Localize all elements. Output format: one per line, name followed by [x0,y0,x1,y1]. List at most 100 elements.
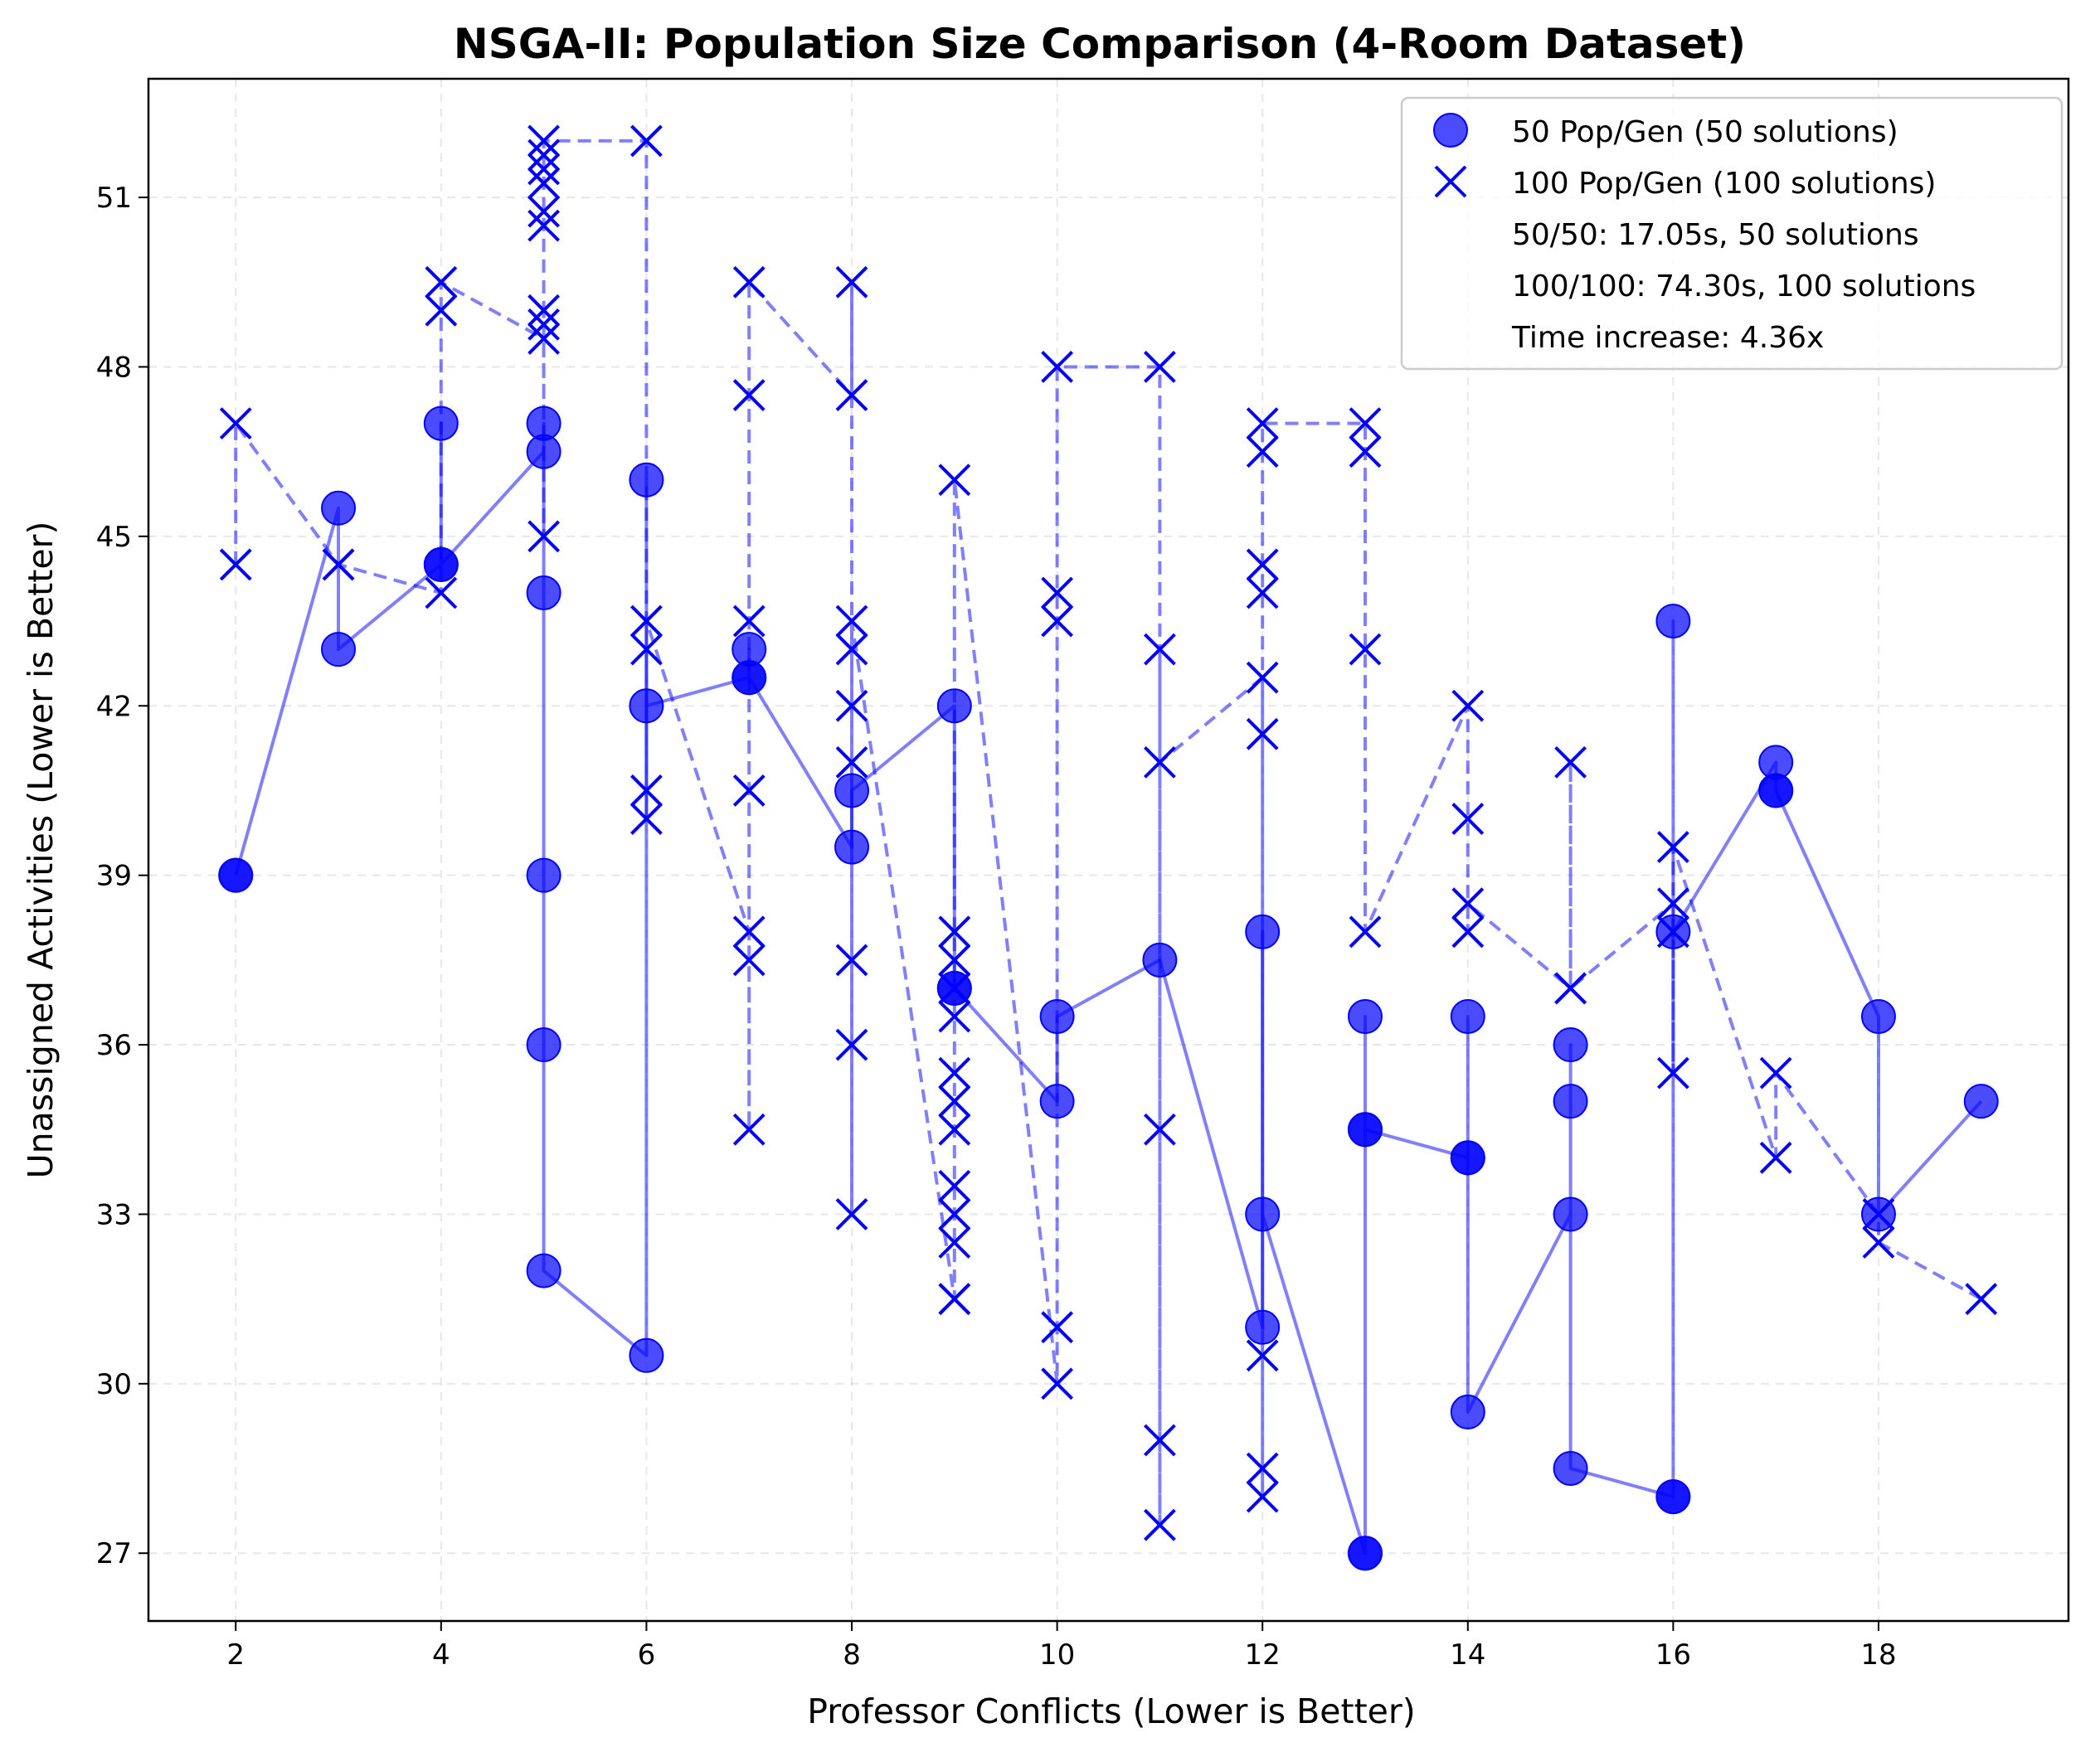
point-100-pop [732,774,766,807]
point-100-pop [835,1028,868,1061]
y-tick-label: 27 [96,1537,132,1570]
y-tick-label: 42 [96,690,132,723]
x-tick-label: 2 [226,1638,245,1672]
point-100-pop [1246,1452,1279,1485]
legend: 50 Pop/Gen (50 solutions) 100 Pop/Gen (1… [1400,96,2064,371]
x-tick-label: 6 [638,1638,656,1672]
point-100-pop [527,209,561,242]
x-tick-label: 8 [843,1638,861,1672]
point-100-pop [1451,915,1485,949]
point-50-pop [526,405,561,441]
point-100-pop [835,604,868,638]
point-100-pop [425,265,458,298]
y-axis-label: Unassigned Activities (Lower is Better) [21,522,61,1179]
plot-frame [147,77,2070,1623]
point-100-pop [527,322,561,355]
point-100-pop [1349,915,1382,949]
point-100-pop [1349,407,1382,440]
point-100-pop [1246,1339,1279,1372]
x-tick-label: 18 [1860,1638,1896,1672]
point-50-pop [1347,998,1383,1034]
point-50-pop [1347,1536,1383,1571]
point-100-pop [1246,548,1279,581]
point-100-pop [1451,803,1485,835]
point-100-pop [527,294,561,327]
point-100-pop [938,1169,971,1202]
point-100-pop [1656,1056,1689,1090]
point-100-pop [732,1113,766,1146]
point-100-pop [938,944,971,977]
point-100-pop [1759,1056,1792,1090]
point-100-pop [630,124,663,158]
point-100-pop [835,689,868,722]
point-100-pop [732,379,766,411]
point-100-pop [835,379,868,411]
point-100-pop [630,803,663,835]
point-100-pop [322,548,355,581]
point-100-pop [630,774,663,807]
point-50-pop [526,1027,561,1063]
point-50-pop [526,1253,561,1289]
legend-label-50-pop: 50 Pop/Gen (50 solutions) [1512,115,1898,149]
y-tick-label: 36 [96,1029,132,1062]
point-100-pop [1041,604,1074,638]
point-50-pop [1655,604,1691,639]
legend-note-time: Time increase: 4.36x [1511,321,1824,355]
point-100-pop [1246,1480,1279,1513]
point-100-pop [425,576,458,609]
point-50-pop [629,1337,664,1373]
point-50-pop [1245,1196,1281,1232]
point-100-pop [1554,972,1587,1005]
point-50-pop [423,405,459,441]
y-tick-label: 45 [96,521,132,554]
x-axis-label: Professor Conflicts (Lower is Better) [807,1691,1416,1731]
point-100-pop [835,265,868,298]
point-100-pop [1862,1226,1895,1259]
point-100-pop [1143,745,1176,779]
legend-box [1400,96,2064,371]
point-100-pop [1143,1113,1176,1146]
point-50-pop [321,632,357,667]
point-100-pop [1656,915,1689,949]
point-100-pop [938,1085,971,1118]
point-100-pop [1246,435,1279,468]
point-100-pop [1143,633,1176,666]
point-100-pop [1246,661,1279,694]
point-50-pop [321,490,357,526]
point-100-pop [835,944,868,977]
point-50-pop [1245,1309,1281,1345]
point-100-pop [938,463,971,497]
point-100-pop [732,944,766,977]
point-50-pop [1758,773,1794,808]
point-100-pop [527,124,561,158]
point-100-pop [1656,887,1689,920]
point-100-pop [1143,351,1176,383]
point-100-pop [527,153,561,186]
point-100-pop [938,915,971,949]
legend-note-50: 50/50: 17.05s, 50 solutions [1512,218,1919,252]
point-100-pop [1041,576,1074,609]
point-50-pop [1860,998,1896,1034]
point-100-pop [1041,1367,1074,1400]
y-tick-label: 39 [96,860,132,893]
point-100-pop [835,745,868,779]
legend-marker-x [1434,165,1467,198]
point-100-pop [1041,351,1074,383]
point-50-pop [1039,1084,1075,1119]
point-100-pop [938,1113,971,1146]
point-100-pop [835,1198,868,1230]
point-100-pop [219,548,252,581]
point-100-pop [630,604,663,638]
point-100-pop [1759,1141,1792,1174]
point-100-pop [527,308,561,341]
point-100-pop [1965,1283,1998,1316]
data-points [218,124,1999,1571]
point-100-pop [938,1226,971,1259]
point-50-pop [1963,1084,1999,1119]
legend-label-100-pop: 100 Pop/Gen (100 solutions) [1512,167,1936,201]
point-50-pop [423,546,459,582]
series-100-pop-line [234,138,1982,1527]
axis-ticks: 2 4 6 8 10 12 14 16 18 27 30 33 36 39 42 45 48 51 [96,182,1897,1672]
point-50-pop [1553,1084,1588,1119]
